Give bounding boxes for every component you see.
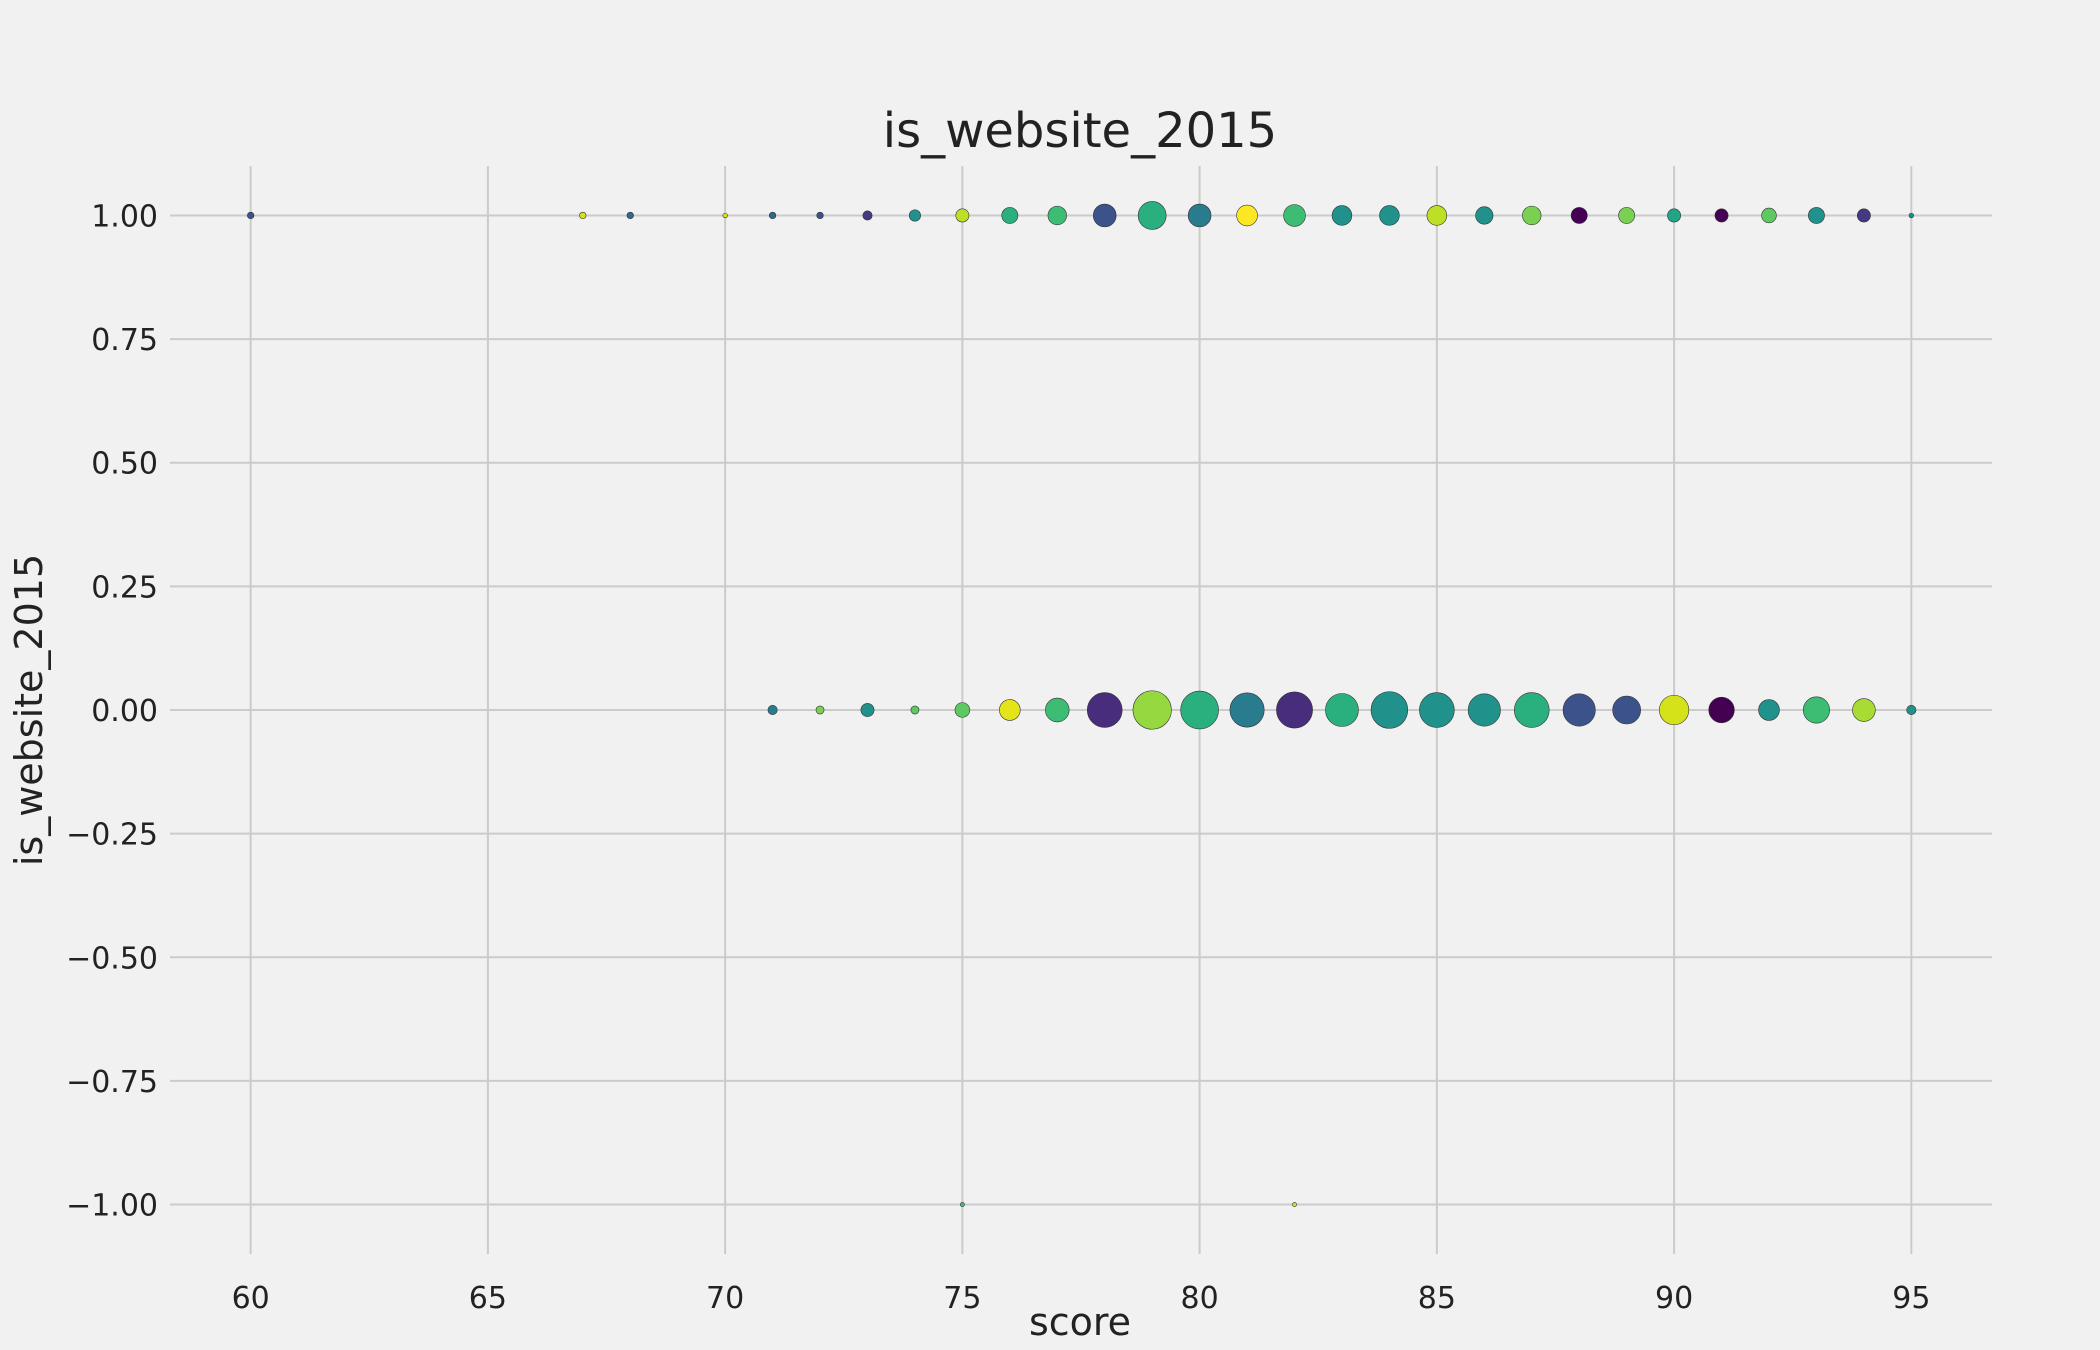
data-point [1802, 696, 1830, 724]
data-point [1808, 207, 1825, 224]
data-point [1180, 690, 1219, 730]
data-point [1513, 692, 1550, 728]
data-point [1092, 203, 1117, 228]
data-point [908, 209, 921, 222]
data-point [910, 705, 920, 715]
x-tick-label: 95 [1892, 1281, 1930, 1316]
y-tick-label: 0.00 [91, 694, 158, 729]
y-tick-label: 0.50 [91, 447, 158, 482]
data-point [1086, 692, 1123, 728]
y-tick-label: 1.00 [91, 199, 158, 234]
data-point [1714, 208, 1729, 223]
y-tick-label: 0.25 [91, 570, 158, 605]
data-point [1758, 699, 1780, 721]
data-point [815, 705, 825, 715]
data-point [1612, 695, 1641, 725]
data-point [954, 702, 971, 718]
data-point [1331, 205, 1353, 226]
data-point [1906, 705, 1917, 715]
data-point [626, 211, 634, 220]
data-point [1236, 204, 1258, 227]
y-tick-labels: 1.00 0.75 0.50 0.25 0.00 −0.25 −0.50 −0.75 −1.00 [66, 199, 158, 1223]
data-point [1370, 691, 1409, 729]
y-tick-label: 0.75 [91, 323, 158, 358]
x-tick-labels: 60 65 70 75 80 85 90 95 [232, 1281, 1931, 1316]
data-point [999, 699, 1021, 721]
data-point [767, 705, 778, 715]
data-point [1137, 201, 1167, 230]
data-point [768, 211, 777, 220]
y-tick-label: −0.75 [66, 1065, 158, 1100]
data-point [1419, 692, 1455, 728]
x-tick-label: 75 [943, 1281, 981, 1316]
data-point [816, 211, 824, 220]
data-point [1667, 208, 1681, 223]
data-point [1229, 692, 1265, 728]
data-point [1276, 691, 1313, 729]
data-point [1467, 693, 1501, 727]
data-point [1761, 207, 1777, 224]
y-tick-label: −0.25 [66, 818, 158, 853]
data-point [1187, 203, 1212, 228]
data-point [1283, 204, 1306, 227]
data-point [1379, 205, 1400, 226]
data-point [1325, 693, 1359, 727]
data-point [1659, 694, 1690, 726]
data-point [1045, 697, 1070, 723]
data-point [1618, 207, 1636, 224]
data-point [959, 1202, 965, 1207]
x-tick-label: 70 [706, 1281, 744, 1316]
data-point [1708, 696, 1735, 724]
data-points [247, 201, 1917, 1207]
x-tick-label: 85 [1418, 1281, 1456, 1316]
x-axis-title: score [1029, 1300, 1131, 1344]
x-tick-label: 65 [469, 1281, 507, 1316]
chart-title: is_website_2015 [883, 103, 1277, 159]
x-tick-label: 60 [232, 1281, 270, 1316]
data-point [1852, 698, 1876, 722]
data-point [579, 211, 587, 220]
data-point [247, 211, 255, 220]
data-point [1292, 1202, 1297, 1207]
data-point [1475, 206, 1494, 225]
data-point [862, 210, 873, 221]
data-point [1856, 208, 1871, 223]
y-tick-label: −1.00 [66, 1189, 158, 1224]
data-point [1426, 205, 1448, 226]
y-axis-title: is_website_2015 [7, 554, 51, 866]
data-point [1132, 690, 1172, 730]
data-point [1570, 207, 1588, 224]
x-tick-label: 80 [1181, 1281, 1219, 1316]
data-point [722, 212, 728, 219]
y-tick-label: −0.50 [66, 941, 158, 976]
data-point [1001, 207, 1019, 224]
data-point [1908, 212, 1914, 219]
data-point [860, 703, 875, 717]
data-point [955, 208, 970, 223]
data-point [1522, 205, 1542, 226]
data-point [1047, 205, 1067, 226]
x-tick-label: 90 [1655, 1281, 1693, 1316]
data-point [1562, 693, 1596, 727]
